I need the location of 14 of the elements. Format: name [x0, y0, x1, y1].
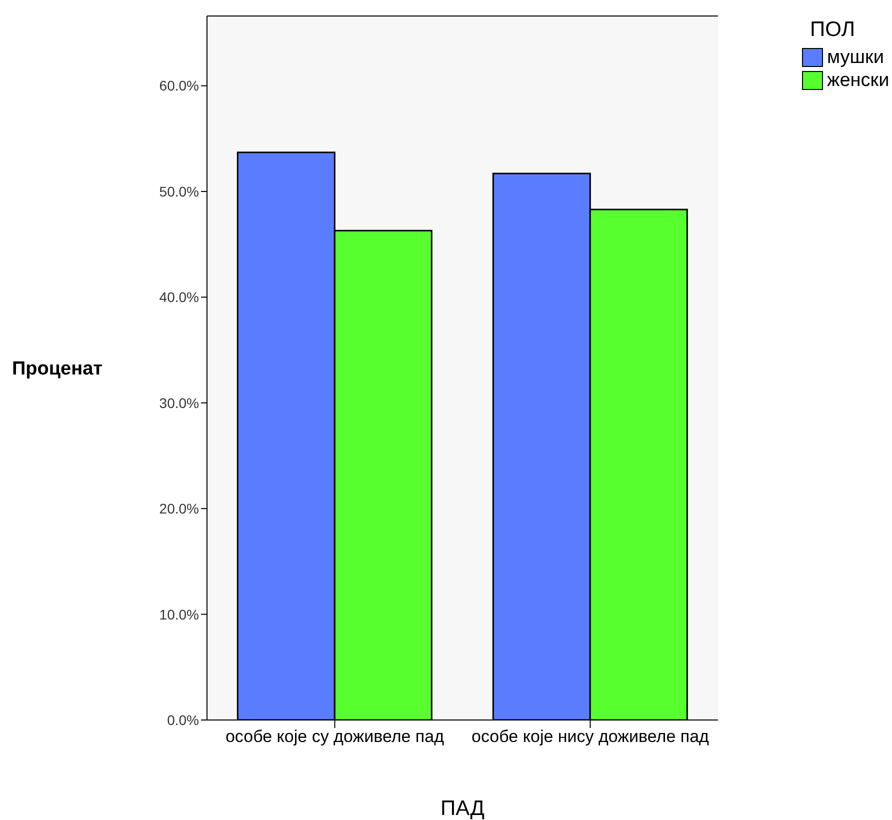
y-tick-label: 40.0% — [159, 289, 199, 306]
y-tick-label: 30.0% — [159, 394, 199, 411]
x-tick-label: особе које су доживеле пад — [225, 727, 444, 746]
y-tick-label: 0.0% — [167, 712, 199, 728]
y-axis-title: Проценат — [12, 358, 102, 380]
y-tick-label: 20.0% — [159, 500, 199, 517]
legend-label: мушки — [827, 46, 884, 68]
x-tick-label: особе које нису доживеле пад — [472, 727, 710, 746]
legend-title: ПОЛ — [809, 18, 856, 42]
y-tick-label: 50.0% — [159, 183, 199, 200]
legend-label: женски — [827, 70, 890, 92]
y-tick-label: 10.0% — [159, 606, 199, 622]
y-tick-label: 60.0% — [159, 78, 199, 94]
x-axis-title: ПАД — [440, 797, 485, 820]
